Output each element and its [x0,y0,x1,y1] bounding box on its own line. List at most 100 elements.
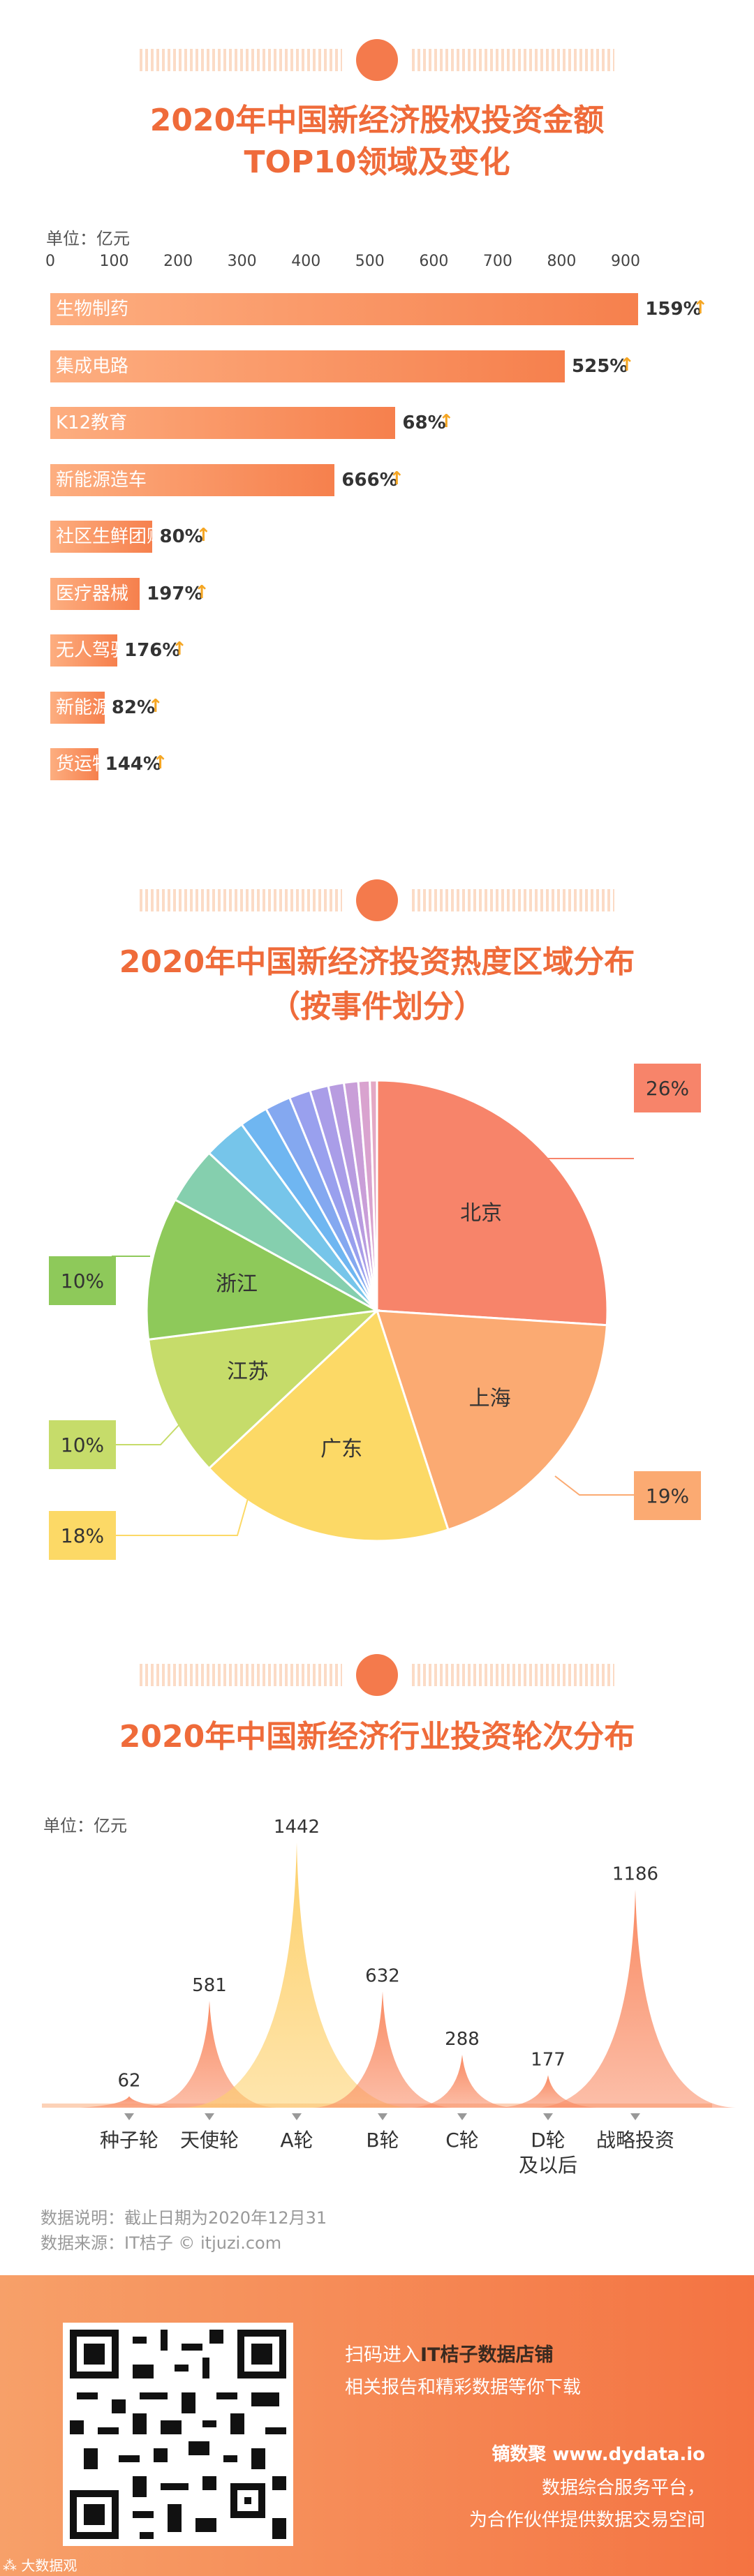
round-category-label: 战略投资 [596,2129,674,2152]
x-tick-label: 800 [547,253,577,270]
x-tick-label: 500 [355,253,385,270]
round-value-label: 632 [365,1965,400,1986]
bar-category-label: 新能源造车 [56,469,147,491]
x-tick-label: 100 [99,253,129,270]
round-peak [142,2000,276,2108]
round-category-label: 天使轮 [180,2129,239,2152]
pie-slice [207,1309,450,1542]
tick-marker-icon [292,2113,302,2120]
bar [50,350,566,382]
section3-title: 2020年中国新经济行业投资轮次分布 [119,1719,635,1755]
orange-icon [356,879,398,921]
bar [50,634,118,667]
bar [50,463,335,496]
pie-leader-line [519,1158,634,1163]
up-arrow-icon: ↑ [172,639,187,660]
pie-pct-label: 18% [61,1524,104,1547]
pie-slice [376,1079,609,1327]
x-tick-label: 600 [419,253,449,270]
x-tick-label: 200 [163,253,193,270]
pie-leader-line [112,1486,252,1536]
pie-slice [147,1309,380,1471]
pie-slice [375,1309,608,1531]
pie-slice-label: 浙江 [216,1272,258,1297]
bar-category-label: 生物制药 [56,299,129,320]
up-arrow-icon: ↑ [438,411,454,432]
round-value-label: 581 [192,1975,227,1996]
round-value-label: 62 [117,2071,140,2092]
tick-marker-icon [457,2113,467,2120]
pie-pct-label: 19% [646,1484,689,1507]
section-divider-2 [140,879,614,921]
pie-pct-label: 26% [646,1077,689,1100]
bar [50,293,639,325]
bar-change-label: 80% [159,526,203,547]
section-divider-1 [140,39,614,81]
bar-category-label: 无人驾驶 [56,640,129,661]
section-divider-3 [140,1654,614,1696]
round-peak [535,1889,736,2108]
x-tick-label: 900 [611,253,640,270]
bar-change-label: 82% [111,697,156,718]
bar-category-label: 社区生鲜团购 [56,526,165,547]
bar [50,577,140,610]
up-arrow-icon: ↑ [619,354,635,375]
scan-highlight[interactable]: IT桔子数据店铺 [420,2344,554,2366]
pie-slice-label: 广东 [320,1437,362,1461]
bar-category-label: K12教育 [56,412,128,433]
pie-slice-label: 北京 [460,1201,502,1226]
tick-marker-icon [124,2113,134,2120]
pie-slice [145,1198,380,1341]
round-peak [313,1991,452,2108]
up-arrow-icon: ↑ [693,297,709,318]
pie-pct-box [634,1471,701,1520]
bar [50,521,153,553]
footer-line3[interactable]: 镝数聚 www.dydata.io [491,2444,705,2465]
tick-marker-icon [630,2113,640,2120]
x-tick-label: 400 [291,253,321,270]
section2-title: 2020年中国新经济投资热度区域分布 [119,944,635,980]
scan-prefix: 扫码进入 [345,2344,420,2366]
round-category-label: D轮 [531,2129,566,2152]
qr-code[interactable] [63,2323,293,2546]
data-source: 数据来源：IT桔子 © itjuzi.com [40,2233,282,2253]
round-peak [411,2055,513,2108]
round-category-label: A轮 [280,2129,313,2152]
footer-line2: 相关报告和精彩数据等你下载 [345,2377,582,2398]
tick-marker-icon [205,2113,214,2120]
footer-line5: 为合作伙伴提供数据交易空间 [468,2510,705,2531]
up-arrow-icon: ↑ [147,695,163,717]
round-category-label: 及以后 [519,2154,577,2177]
section2-subtitle: （按事件划分） [269,989,485,1025]
bar [50,691,105,724]
pie-pct-box [49,1420,116,1469]
orange-icon [356,1654,398,1696]
tick-marker-icon [378,2113,387,2120]
bar-change-label: 197% [147,583,203,604]
round-category-label: C轮 [445,2129,479,2152]
bar [50,748,98,780]
section1-unit: 单位：亿元 [46,229,130,248]
round-peak [499,2075,597,2108]
round-value-label: 288 [445,2029,480,2050]
bar-change-label: 666% [341,469,398,491]
x-tick-label: 700 [482,253,512,270]
up-arrow-icon: ↑ [194,581,209,603]
round-value-label: 1442 [274,1817,320,1838]
pie-slice [369,1079,378,1311]
bar-category-label: 集成电路 [56,355,129,377]
corner-text: 大数据观 [21,2557,77,2574]
bar [50,407,396,439]
bar-change-label: 144% [105,754,161,775]
pie-pct-box [634,1064,701,1112]
pie-leader-line [554,1475,634,1496]
footer-line4: 数据综合服务平台， [541,2478,705,2499]
pie-chart: 北京 26% 上海 19% 广东 18% 江苏 10% 浙江 10% [49,1064,701,1560]
round-category-label: B轮 [366,2129,399,2152]
round-value-label: 1186 [612,1863,658,1884]
pie-pct-box [49,1511,116,1560]
x-tick-label: 300 [227,253,257,270]
orange-icon [356,39,398,81]
logo-icon: ⁂ [3,2557,17,2574]
